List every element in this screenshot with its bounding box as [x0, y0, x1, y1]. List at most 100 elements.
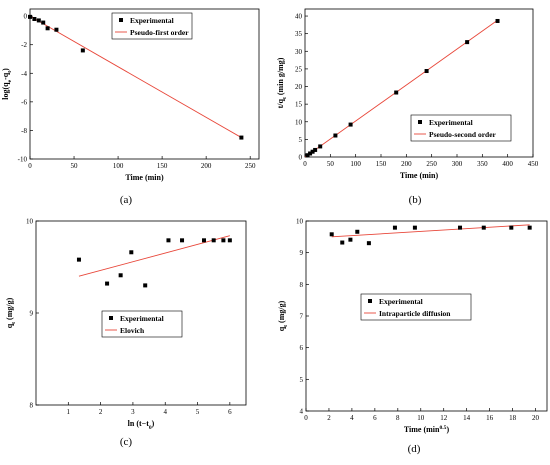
legend-box — [101, 310, 183, 338]
x-tick-label: 200 — [201, 162, 212, 170]
x-tick-label: 0 — [304, 414, 308, 422]
x-tick-label: 5 — [196, 408, 200, 416]
y-tick-label: 10 — [295, 118, 303, 126]
y-tick-label: 9 — [300, 249, 304, 257]
legend-box — [111, 12, 193, 40]
data-point — [340, 240, 345, 245]
data-point — [305, 153, 310, 158]
x-tick-label: 100 — [113, 162, 124, 170]
data-point — [355, 229, 360, 234]
x-tick-label: 3 — [131, 408, 135, 416]
legend: Experimental Intraparticle diffusion — [360, 293, 472, 321]
data-point — [36, 18, 41, 23]
x-tick-label: 50 — [71, 162, 79, 170]
x-tick-label: 14 — [463, 414, 471, 422]
x-tick-label: 250 — [426, 160, 437, 168]
x-tick-label: 200 — [401, 160, 412, 168]
x-tick-label: 350 — [477, 160, 488, 168]
fit-line — [331, 224, 530, 238]
x-tick-label: 4 — [350, 414, 354, 422]
y-tick-label: 8 — [300, 281, 304, 289]
data-point — [227, 238, 232, 243]
data-point — [28, 14, 32, 19]
data-point — [202, 238, 206, 243]
x-tick-label: 400 — [502, 160, 513, 168]
chart-panel-a: 0 50 100 150 200 250 0 -2 -4 -6 -8 -10 Time (min) log… — [1, 8, 260, 206]
x-tick-label: 12 — [440, 414, 448, 422]
chart-panel-d: 0 2 4 6 8 10 12 14 16 18 20 4 5 6 7 8 9 10 Time (min0.5) qt… — [277, 218, 548, 455]
y-tick-label: 10 — [296, 218, 304, 226]
x-tick-label: 1 — [67, 408, 71, 416]
x-axis-label: Time (min) — [125, 173, 164, 182]
y-tick-label: 35 — [295, 30, 303, 38]
data-point — [527, 225, 532, 230]
chart-panel-c: 1 2 3 4 5 6 8 9 10 ln (t−t0) qt (mg/g) Experimental… — [5, 218, 247, 448]
data-point — [458, 225, 463, 230]
data-point — [143, 283, 148, 288]
data-point — [41, 20, 46, 25]
legend-marker-points — [109, 316, 113, 320]
data-point — [221, 238, 226, 243]
fit-line — [78, 235, 230, 277]
legend-label-experimental: Experimental — [379, 297, 423, 306]
legend: Experimental Elovich — [101, 310, 183, 338]
x-tick-label: 6 — [228, 408, 232, 416]
legend-box — [360, 293, 472, 321]
data-point — [318, 144, 323, 149]
data-point — [310, 149, 315, 154]
data-point — [366, 241, 371, 246]
y-tick-label: 6 — [300, 344, 304, 352]
x-tick-label: 300 — [452, 160, 463, 168]
y-tick-label: 0 — [24, 13, 28, 21]
y-tick-label: 40 — [295, 13, 303, 21]
y-tick-label: 15 — [295, 101, 303, 109]
legend-label-model: Pseudo-first order — [130, 28, 189, 37]
panel-caption: (d) — [408, 443, 421, 455]
x-tick-label: 2 — [327, 414, 331, 422]
y-tick-label: 30 — [295, 48, 303, 56]
data-point — [129, 250, 134, 255]
data-point — [348, 237, 353, 242]
legend-label-experimental: Experimental — [120, 314, 164, 323]
x-tick-label: 0 — [303, 160, 307, 168]
x-tick-label: 2 — [99, 408, 103, 416]
y-tick-label: 5 — [300, 376, 304, 384]
panel-caption: (b) — [409, 194, 422, 206]
x-tick-label: 0 — [28, 162, 32, 170]
y-tick-label: -8 — [21, 127, 27, 135]
legend-label-experimental: Experimental — [130, 16, 174, 25]
legend-label-experimental: Experimental — [429, 118, 473, 127]
y-axis-label: log(qe-qt) — [1, 68, 13, 100]
x-tick-label: 10 — [417, 414, 425, 422]
legend-marker-points — [368, 299, 372, 303]
y-axis-label: t/qt (min g/mg) — [276, 57, 288, 108]
y-tick-label: 20 — [295, 83, 303, 91]
chart-panel-b: 0 50 100 150 200 250 300 350 400 450 0 5 10 15 20 25 30 3… — [276, 8, 539, 206]
y-tick-label: -2 — [21, 41, 27, 49]
x-tick-label: 150 — [157, 162, 168, 170]
x-tick-label: 250 — [245, 162, 256, 170]
data-point — [105, 281, 110, 286]
data-point — [32, 17, 37, 21]
data-point — [313, 147, 318, 152]
data-point — [180, 238, 185, 243]
y-tick-label: 5 — [299, 136, 303, 144]
data-point — [118, 273, 123, 278]
data-point — [45, 26, 50, 31]
x-tick-label: 16 — [486, 414, 494, 422]
data-point — [329, 232, 334, 237]
plot-frame — [304, 8, 534, 158]
x-tick-label: 100 — [350, 160, 361, 168]
x-axis-label: ln (t−t0) — [128, 419, 155, 431]
y-tick-label: 7 — [300, 313, 304, 321]
y-axis-label: qt (mg/g) — [277, 300, 289, 331]
y-tick-label: 4 — [300, 408, 304, 416]
data-point — [412, 225, 417, 230]
panel-caption: (c) — [120, 436, 133, 448]
data-point — [424, 69, 429, 74]
x-tick-label: 18 — [509, 414, 517, 422]
legend-label-model: Intraparticle diffusion — [379, 309, 451, 318]
data-point — [394, 90, 399, 95]
fit-line — [29, 15, 242, 138]
